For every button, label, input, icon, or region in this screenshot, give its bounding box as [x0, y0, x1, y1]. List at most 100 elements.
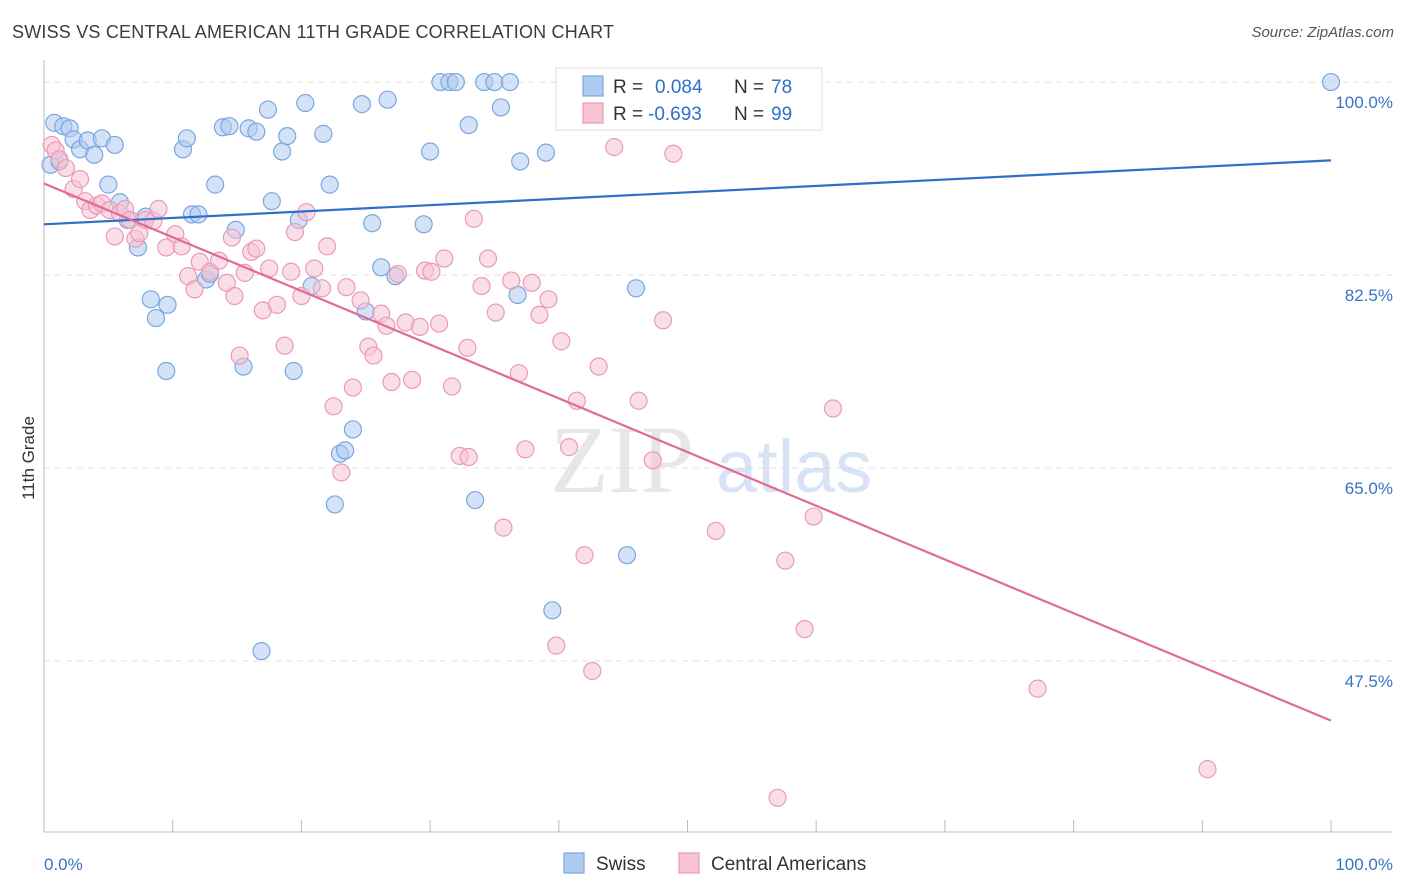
legend-r-value-central-americans: -0.693	[648, 104, 702, 125]
point-central-americans-55	[388, 264, 408, 284]
bottom-legend-swatch-central-americans	[678, 852, 700, 874]
point-central-americans-49	[351, 291, 370, 310]
point-central-americans-3	[56, 158, 75, 178]
point-swiss-28	[220, 117, 239, 136]
source-note: Source: ZipAtlas.com	[1251, 24, 1394, 41]
point-central-americans-83	[589, 357, 608, 376]
point-swiss-77	[1321, 72, 1341, 92]
point-central-americans-81	[575, 546, 594, 565]
point-central-americans-88	[664, 144, 683, 163]
point-central-americans-63	[442, 377, 462, 396]
point-central-americans-93	[823, 399, 843, 418]
point-swiss-32	[247, 122, 266, 141]
point-central-americans-33	[247, 239, 266, 258]
point-central-americans-96	[768, 788, 787, 807]
point-swiss-16	[141, 290, 160, 309]
point-swiss-11	[105, 135, 124, 155]
point-central-americans-38	[282, 262, 301, 281]
point-central-americans-65	[458, 338, 477, 357]
point-central-americans-58	[410, 317, 429, 336]
y-tick-label-2: 65.0%	[1345, 479, 1393, 498]
x-tick-labels: 0.0% 100.0%	[44, 855, 1393, 874]
legend-swatch-central-americans	[582, 102, 604, 124]
point-central-americans-37	[275, 336, 294, 355]
point-swiss-37	[278, 126, 297, 146]
point-swiss-66	[511, 152, 530, 171]
legend-box: R = 0.084 N = 78 R = -0.693 N = 99	[555, 67, 823, 131]
point-central-americans-98	[222, 228, 242, 247]
point-central-americans-87	[653, 311, 673, 330]
point-swiss-47	[343, 420, 362, 439]
bottom-legend-central-americans: Central Americans	[711, 854, 866, 875]
point-swiss-44	[325, 495, 344, 514]
bottom-legend-swiss: Swiss	[596, 854, 646, 875]
point-swiss-8	[85, 145, 104, 164]
point-central-americans-48	[343, 378, 362, 397]
point-central-americans-57	[402, 370, 422, 389]
point-central-americans-70	[494, 518, 513, 537]
point-swiss-21	[157, 361, 176, 381]
trend-line-swiss	[43, 159, 1332, 226]
point-swiss-20	[177, 129, 196, 148]
point-swiss-17	[146, 308, 166, 328]
point-swiss-36	[272, 142, 292, 161]
y-tick-label-3: 47.5%	[1345, 672, 1393, 691]
point-swiss-52	[378, 90, 397, 109]
point-swiss-60	[466, 490, 485, 510]
point-central-americans-11	[105, 227, 124, 246]
point-swiss-23	[189, 205, 208, 224]
point-swiss-38	[284, 361, 303, 381]
point-swiss-43	[320, 175, 339, 194]
point-central-americans-24	[185, 280, 204, 299]
point-swiss-35	[262, 192, 281, 211]
point-central-americans-60	[422, 262, 441, 281]
point-central-americans-77	[547, 636, 566, 655]
point-central-americans-85	[629, 391, 648, 410]
point-central-americans-67	[472, 276, 491, 296]
point-swiss-63	[491, 98, 510, 117]
legend-r-label-2: R =	[613, 104, 643, 125]
watermark-zip: ZIP	[550, 406, 694, 513]
point-swiss-34	[258, 100, 278, 119]
y-tick-labels: 100.0% 82.5% 65.0% 47.5%	[1335, 93, 1393, 691]
point-swiss-33	[252, 642, 271, 661]
point-central-americans-29	[225, 286, 244, 306]
chart-title: SWISS VS CENTRAL AMERICAN 11TH GRADE COR…	[12, 22, 615, 42]
watermark-atlas: atlas	[716, 425, 872, 508]
point-swiss-18	[158, 295, 177, 314]
point-swiss-42	[314, 124, 333, 143]
point-swiss-55	[421, 142, 440, 161]
x-tick-label-0: 0.0%	[44, 855, 83, 874]
trend-line-central-americans	[43, 182, 1332, 722]
point-central-americans-30	[230, 346, 249, 365]
point-central-americans-51	[364, 346, 383, 365]
point-central-americans-95	[1198, 760, 1217, 779]
point-central-americans-42	[305, 259, 324, 278]
legend-n-value-swiss: 78	[771, 77, 792, 98]
point-central-americans-94	[1028, 679, 1047, 698]
point-central-americans-74	[522, 273, 541, 292]
point-central-americans-54	[382, 372, 401, 392]
legend-r-label-1: R =	[613, 77, 643, 98]
point-central-americans-19	[149, 199, 168, 218]
point-swiss-54	[414, 215, 433, 234]
point-central-americans-78	[552, 332, 571, 351]
legend-swatch-swiss	[582, 75, 604, 97]
point-swiss-59	[459, 115, 478, 135]
point-central-americans-62	[435, 249, 454, 268]
point-swiss-46	[336, 441, 355, 460]
point-central-americans-36	[267, 295, 287, 314]
point-swiss-48	[352, 95, 371, 114]
point-swiss-58	[446, 72, 465, 92]
point-central-americans-84	[605, 138, 624, 157]
point-central-americans-71	[502, 271, 521, 290]
point-central-americans-91	[795, 619, 814, 639]
zipatlas-watermark: ZIP atlas	[550, 406, 872, 513]
point-central-americans-82	[583, 661, 602, 681]
point-swiss-50	[363, 214, 382, 233]
point-swiss-68	[543, 601, 562, 620]
point-central-americans-89	[706, 521, 725, 541]
legend-n-value-central-americans: 99	[771, 104, 792, 125]
trend-lines	[43, 159, 1332, 722]
